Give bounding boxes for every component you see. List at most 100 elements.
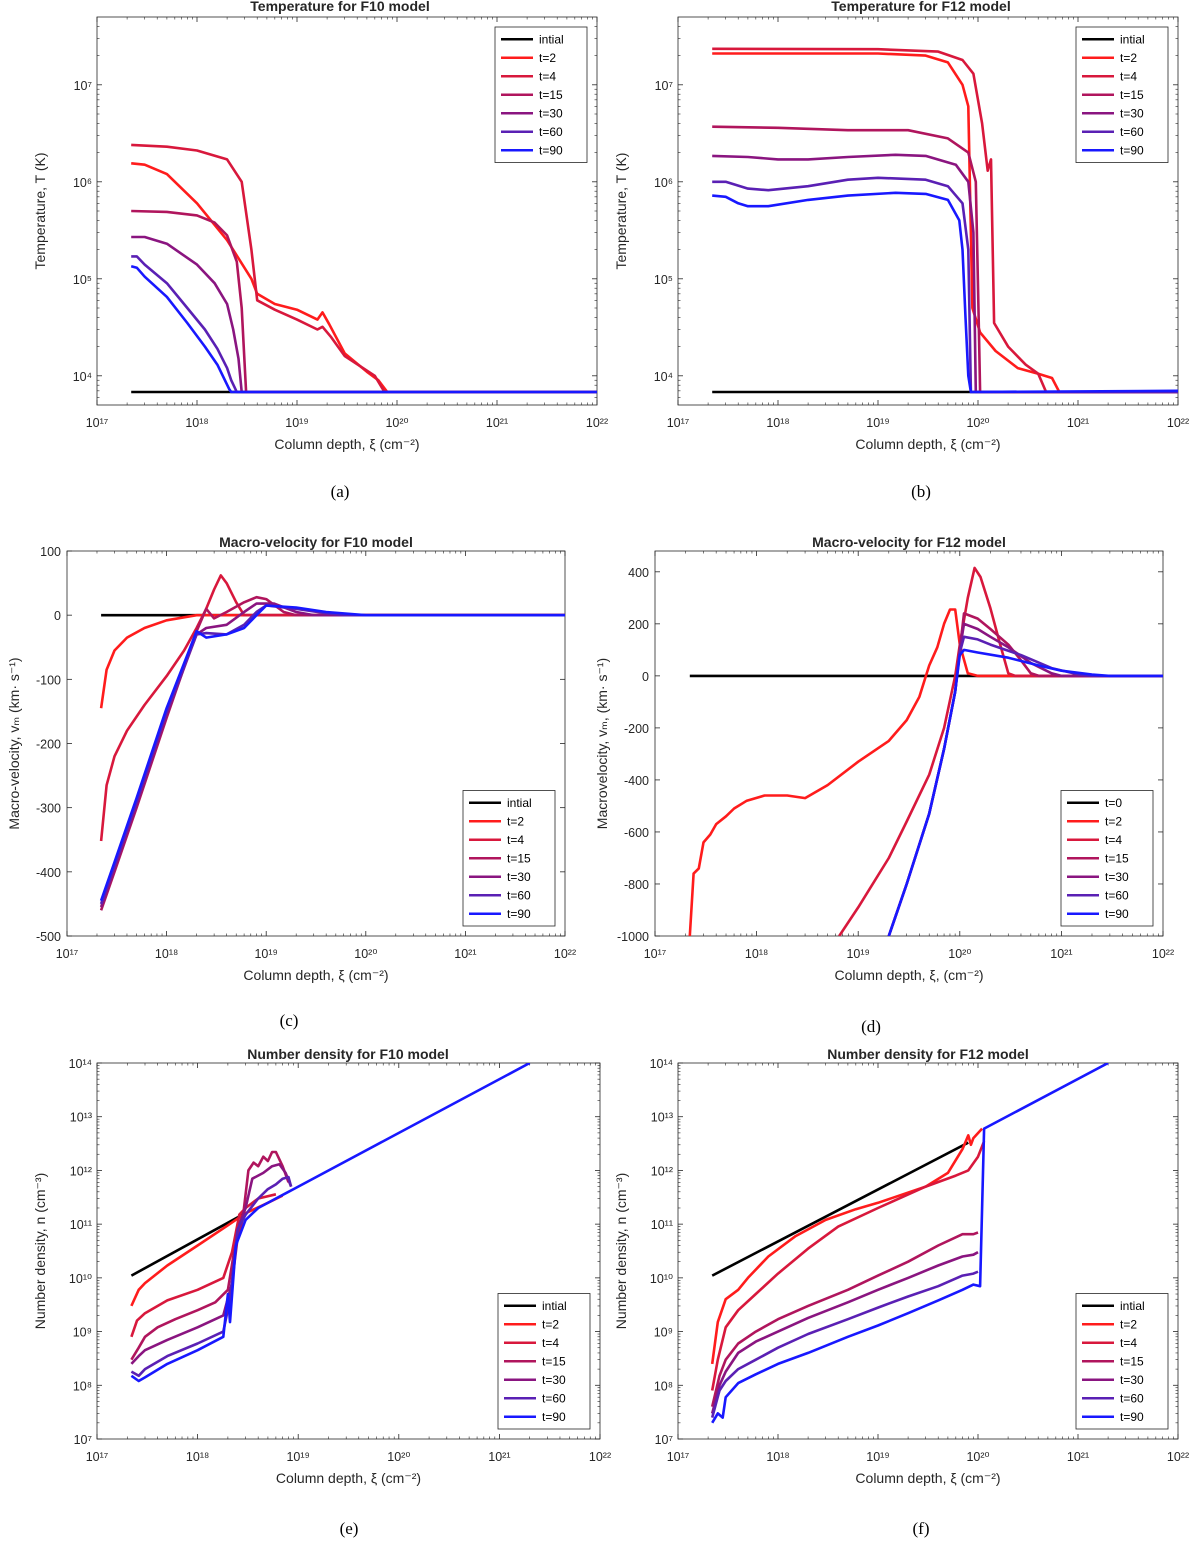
legend-entry: t=2 xyxy=(542,1317,559,1331)
panel-caption: (a) xyxy=(331,482,350,501)
series-line-t=60 xyxy=(710,1270,979,1418)
x-tick-label: 10¹⁷ xyxy=(86,416,109,430)
legend: intial t=2 t=4 t=15 t=30 t=60 t=90 xyxy=(462,790,556,927)
legend-entry: t=15 xyxy=(1120,1354,1144,1368)
panel-caption: (c) xyxy=(280,1011,299,1030)
y-tick-label: -400 xyxy=(624,774,649,788)
panel-caption: (e) xyxy=(340,1519,359,1538)
series-line-t=60 xyxy=(130,1175,293,1378)
series-line-t=30 xyxy=(710,1251,979,1414)
series-line-t=60 xyxy=(131,255,597,394)
legend-entry: t=90 xyxy=(507,907,531,921)
legend: intial t=2 t=4 t=15 t=30 t=60 t=90 xyxy=(1075,1293,1169,1430)
x-tick-label: 10¹⁷ xyxy=(644,947,667,961)
legend: intial t=2 t=4 t=15 t=30 t=60 t=90 xyxy=(494,26,588,163)
x-tick-label: 10²² xyxy=(1167,416,1189,430)
x-tick-label: 10²² xyxy=(586,416,608,430)
chart-panel-e: Number density for F10 model 10¹⁷ 10¹⁸ 10¹⁹… xyxy=(32,1046,611,1538)
chart-panel-d: Macro-velocity for F12 model 10¹⁷ 10¹⁸ 10¹⁹… xyxy=(594,534,1174,1036)
y-tick-label: -400 xyxy=(36,866,61,880)
x-tick-label: 10¹⁹ xyxy=(254,947,277,961)
y-tick-label: 10¹¹ xyxy=(651,1218,673,1232)
y-tick-label: -600 xyxy=(624,826,649,840)
x-tick-label: 10¹⁹ xyxy=(846,947,869,961)
chart-panel-c: Macro-velocity for F10 model 10¹⁷ 10¹⁸ 10¹⁹… xyxy=(6,534,576,1030)
legend-entry: t=60 xyxy=(1120,1391,1144,1405)
y-tick-label: -500 xyxy=(36,930,61,944)
y-tick-label: 10⁷ xyxy=(655,1433,674,1447)
y-tick-label: 10⁴ xyxy=(73,370,92,384)
legend-entry: t=4 xyxy=(1120,69,1137,83)
x-tick-label: 10²⁰ xyxy=(354,947,377,961)
x-tick-label: 10²⁰ xyxy=(385,416,408,430)
legend-entry: t=60 xyxy=(1105,888,1129,902)
legend-entry: t=30 xyxy=(1120,106,1144,120)
legend-entry: t=90 xyxy=(1105,907,1129,921)
legend-entry: t=60 xyxy=(507,888,531,902)
legend-entry: intial xyxy=(542,1299,567,1313)
series-group xyxy=(130,143,597,394)
series-line-t=15 xyxy=(710,1231,979,1407)
y-tick-label: 100 xyxy=(40,545,61,559)
y-tick-label: 10⁸ xyxy=(654,1379,673,1393)
x-tick-label: 10²² xyxy=(1152,947,1174,961)
x-tick-label: 10²⁰ xyxy=(948,947,971,961)
x-tick-label: 10²¹ xyxy=(486,416,508,430)
legend-entry: t=4 xyxy=(542,1336,559,1350)
series-line-t=15 xyxy=(131,209,597,394)
y-tick-label: -200 xyxy=(624,722,649,736)
legend-entry: t=4 xyxy=(507,833,524,847)
x-tick-label: 10²¹ xyxy=(1067,1450,1089,1464)
legend-entry: t=90 xyxy=(539,143,563,157)
y-tick-label: 10⁹ xyxy=(654,1326,673,1340)
legend-entry: t=90 xyxy=(542,1410,566,1424)
series-group xyxy=(710,1063,1109,1424)
legend-entry: t=30 xyxy=(507,870,531,884)
chart-title: Macro-velocity for F12 model xyxy=(812,534,1006,550)
legend-entry: t=2 xyxy=(1120,1317,1137,1331)
y-tick-label: 10⁷ xyxy=(655,79,674,93)
legend-entry: t=2 xyxy=(1120,51,1137,65)
legend-entry: t=15 xyxy=(539,88,563,102)
x-tick-label: 10¹⁹ xyxy=(285,416,308,430)
x-tick-label: 10²¹ xyxy=(1067,416,1089,430)
legend: intial t=2 t=4 t=15 t=30 t=60 t=90 xyxy=(1075,26,1169,163)
legend-entry: t=4 xyxy=(1105,833,1122,847)
y-tick-label: -800 xyxy=(624,878,649,892)
y-axis-label: Number density, n (cm⁻³) xyxy=(613,1173,629,1330)
y-tick-label: 0 xyxy=(642,670,649,684)
y-axis-label: Number density, n (cm⁻³) xyxy=(32,1173,48,1330)
series-line-t=90 xyxy=(99,604,565,902)
y-tick-label: 10⁹ xyxy=(73,1326,92,1340)
chart-panel-f: Number density for F12 model 10¹⁷ 10¹⁸ 10¹⁹… xyxy=(613,1046,1189,1538)
series-group xyxy=(688,566,1163,936)
y-tick-label: 10⁵ xyxy=(654,273,673,287)
legend-entry: t=30 xyxy=(539,106,563,120)
x-tick-label: 10²¹ xyxy=(454,947,476,961)
x-tick-label: 10¹⁸ xyxy=(766,416,789,430)
y-tick-label: 10⁶ xyxy=(654,176,673,190)
chart-title: Temperature for F12 model xyxy=(831,0,1010,14)
legend-entry: t=15 xyxy=(507,851,531,865)
x-tick-label: 10²⁰ xyxy=(387,1450,410,1464)
legend-entry: t=60 xyxy=(542,1391,566,1405)
series-line-t=2 xyxy=(710,1127,984,1365)
legend-entry: intial xyxy=(1120,1299,1145,1313)
x-tick-label: 10²⁰ xyxy=(966,1450,989,1464)
chart-panel-a: Temperature for F10 model 10¹⁷ 10¹⁸ 10¹⁹ 10²… xyxy=(32,0,608,501)
y-tick-label: 0 xyxy=(54,609,61,623)
x-tick-label: 10²¹ xyxy=(488,1450,510,1464)
series-group xyxy=(712,47,1178,394)
chart-title: Temperature for F10 model xyxy=(250,0,429,14)
x-axis-label: Column depth, ξ (cm⁻²) xyxy=(276,1470,421,1486)
y-tick-label: 10¹⁴ xyxy=(69,1057,92,1071)
y-axis-label: Macrovelocity, vₘ, (km· s⁻¹) xyxy=(594,658,610,829)
legend-entry: t=30 xyxy=(1105,870,1129,884)
y-axis-label: Temperature, T (K) xyxy=(613,153,629,270)
x-tick-label: 10¹⁷ xyxy=(667,1450,690,1464)
y-tick-label: 10⁶ xyxy=(73,176,92,190)
y-tick-label: 10¹¹ xyxy=(70,1218,92,1232)
x-tick-label: 10²⁰ xyxy=(966,416,989,430)
legend-entry: t=2 xyxy=(539,51,556,65)
